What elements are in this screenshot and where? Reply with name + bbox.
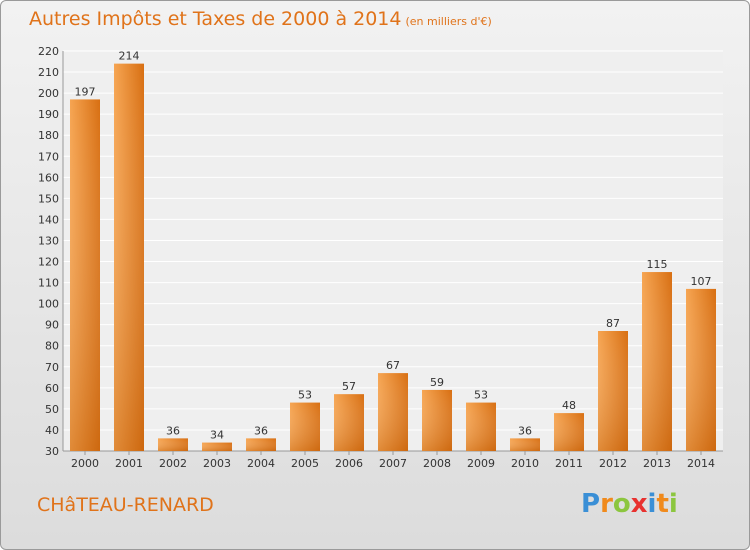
logo-letter: x (630, 489, 648, 519)
bar-shade-2013 (642, 272, 672, 451)
x-tick-label-2005: 2005 (291, 457, 319, 470)
value-label-2004: 36 (254, 424, 268, 437)
x-tick-label-2012: 2012 (599, 457, 627, 470)
bar-shade-2005 (290, 402, 320, 451)
bar-shade-2014 (686, 288, 716, 451)
chart-subtitle: (en milliers d'€) (405, 15, 492, 28)
value-label-2013: 115 (647, 258, 668, 271)
value-label-2012: 87 (606, 317, 620, 330)
bars (70, 63, 716, 451)
y-tick-label: 30 (45, 445, 59, 458)
value-label-2014: 107 (691, 275, 712, 288)
proxiti-logo[interactable]: Proxiti (581, 489, 678, 519)
logo-letter: r (600, 489, 613, 519)
y-tick-label: 100 (38, 298, 59, 311)
value-label-2006: 57 (342, 380, 356, 393)
x-tick-label-2006: 2006 (335, 457, 363, 470)
x-tick-label-2010: 2010 (511, 457, 539, 470)
value-label-2008: 59 (430, 376, 444, 389)
x-tick-label-2003: 2003 (203, 457, 231, 470)
x-tick-label-2002: 2002 (159, 457, 187, 470)
bar-shade-2007 (378, 373, 408, 451)
y-tick-label: 150 (38, 192, 59, 205)
bar-shade-2000 (70, 99, 100, 451)
x-tick-label-2000: 2000 (71, 457, 99, 470)
x-tick-label-2007: 2007 (379, 457, 407, 470)
bar-shade-2004 (246, 438, 276, 451)
y-tick-label: 120 (38, 256, 59, 269)
logo-letter: t (656, 489, 669, 519)
chart-title-text: Autres Impôts et Taxes de 2000 à 2014 (29, 8, 402, 30)
x-tick-label-2014: 2014 (687, 457, 715, 470)
y-tick-label: 200 (38, 87, 59, 100)
x-tick-label-2001: 2001 (115, 457, 143, 470)
x-tick-label-2011: 2011 (555, 457, 583, 470)
bar-shade-2003 (202, 442, 232, 451)
y-tick-label: 50 (45, 403, 59, 416)
y-tick-label: 80 (45, 340, 59, 353)
value-labels: 197 214 36 34 36 53 57 67 59 53 36 48 87 115 107 (75, 50, 712, 442)
bar-shade-2010 (510, 438, 540, 451)
logo-letter: o (612, 489, 631, 519)
y-tick-label: 70 (45, 361, 59, 374)
x-tick-label-2009: 2009 (467, 457, 495, 470)
x-axis: 2000 2001 2002 2003 2004 2005 2006 2007 2008 2009… (71, 451, 715, 470)
value-label-2010: 36 (518, 424, 532, 437)
y-tick-label: 220 (38, 45, 59, 58)
bar-shade-2008 (422, 389, 452, 451)
y-tick-label: 180 (38, 129, 59, 142)
bar-shade-2012 (598, 331, 628, 451)
y-tick-label: 140 (38, 213, 59, 226)
value-label-2003: 34 (210, 429, 224, 442)
value-label-2007: 67 (386, 359, 400, 372)
logo-letter: i (647, 489, 657, 519)
y-tick-label: 190 (38, 108, 59, 121)
bar-shade-2001 (114, 63, 144, 451)
y-tick-label: 90 (45, 319, 59, 332)
y-tick-label: 160 (38, 171, 59, 184)
bar-shade-2009 (466, 402, 496, 451)
value-label-2005: 53 (298, 389, 312, 402)
y-tick-label: 130 (38, 234, 59, 247)
logo-letter: i (668, 489, 678, 519)
logo-letter: P (581, 489, 601, 519)
chart-title: Autres Impôts et Taxes de 2000 à 2014 (en… (29, 8, 492, 30)
value-label-2000: 197 (75, 85, 96, 98)
value-label-2001: 214 (119, 50, 140, 63)
value-label-2011: 48 (562, 399, 576, 412)
x-tick-label-2013: 2013 (643, 457, 671, 470)
x-tick-label-2008: 2008 (423, 457, 451, 470)
bar-shade-2011 (554, 413, 584, 451)
value-label-2009: 53 (474, 389, 488, 402)
y-tick-label: 60 (45, 382, 59, 395)
value-label-2002: 36 (166, 424, 180, 437)
y-tick-label: 40 (45, 424, 59, 437)
y-tick-label: 170 (38, 150, 59, 163)
bar-shade-2002 (158, 438, 188, 451)
y-tick-label: 110 (38, 277, 59, 290)
x-tick-label-2004: 2004 (247, 457, 275, 470)
bar-shade-2006 (334, 394, 364, 451)
commune-name: CHâTEAU-RENARD (37, 494, 214, 516)
y-tick-label: 210 (38, 66, 59, 79)
